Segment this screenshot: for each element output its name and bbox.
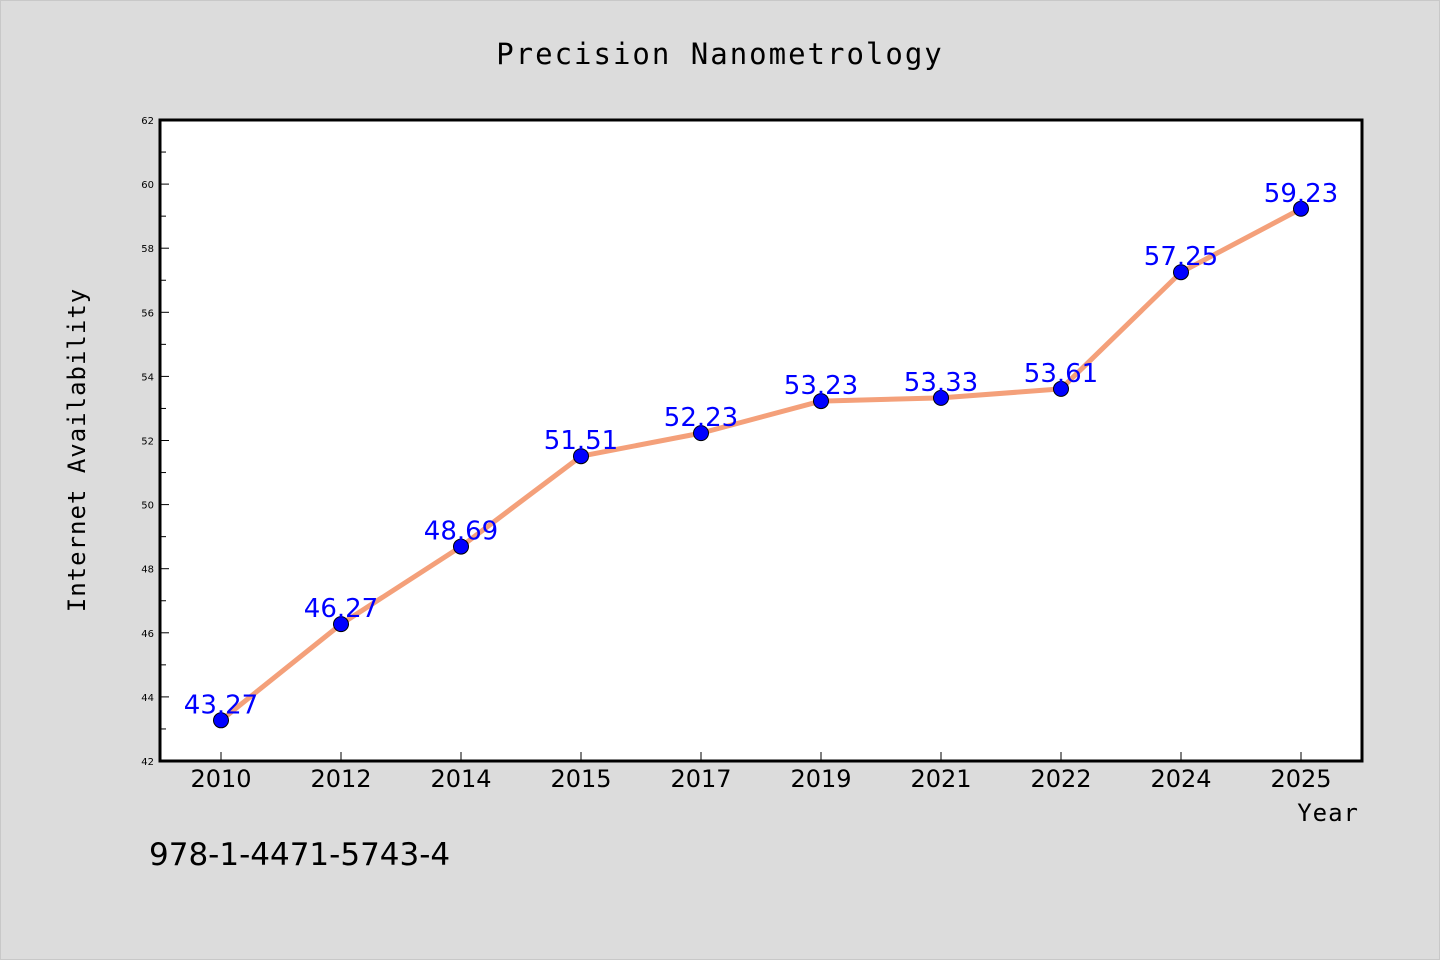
plot-area [158, 118, 1364, 763]
y-tick-label: 44 [141, 693, 154, 704]
x-tick-label: 2024 [1150, 765, 1211, 793]
data-label: 59.23 [1264, 179, 1338, 209]
data-point [1293, 200, 1309, 217]
x-tick-label: 2022 [1030, 765, 1091, 793]
data-point [573, 448, 589, 465]
data-label: 57.25 [1144, 242, 1218, 272]
x-tick-label: 2014 [430, 765, 491, 793]
y-tick-label: 60 [141, 180, 154, 191]
chart-title: Precision Nanometrology [496, 37, 944, 71]
y-axis-ticks: 42 44 46 48 50 52 54 56 58 60 62 [141, 116, 169, 768]
data-point [333, 616, 349, 633]
data-point [1053, 380, 1069, 397]
x-axis-label: Year [1297, 799, 1359, 827]
series-layer: 43.27 46.27 48.69 51.51 52.23 53.23 53.33 53.61… [184, 179, 1338, 729]
data-label: 52.23 [664, 403, 738, 433]
x-tick-label: 2015 [550, 765, 611, 793]
data-label: 53.33 [904, 368, 978, 398]
y-axis-label: Internet Availability [63, 288, 91, 612]
x-tick-label: 2012 [310, 765, 371, 793]
y-tick-label: 48 [141, 565, 154, 576]
data-label: 46.27 [304, 594, 378, 624]
y-tick-label: 50 [141, 501, 154, 512]
data-label: 53.23 [784, 371, 858, 401]
y-tick-label: 62 [141, 116, 154, 127]
data-label: 43.27 [184, 690, 258, 720]
data-point [813, 393, 829, 410]
data-label: 51.51 [544, 426, 618, 456]
y-tick-label: 56 [141, 308, 154, 319]
x-tick-label: 2017 [670, 765, 731, 793]
data-point [933, 389, 949, 406]
x-tick-label: 2021 [910, 765, 971, 793]
y-tick-label: 54 [141, 372, 154, 383]
data-point [693, 425, 709, 442]
series-line [218, 206, 1304, 723]
data-point [213, 712, 229, 729]
data-label: 48.69 [424, 517, 498, 547]
y-tick-label: 42 [141, 757, 154, 768]
isbn-text: 978-1-4471-5743-4 [149, 837, 450, 873]
data-point [1173, 264, 1189, 281]
data-label: 53.61 [1024, 359, 1098, 389]
x-axis-ticks: 2010 2012 2014 2015 2017 2019 2021 2022 2024 2025 [190, 752, 1332, 793]
x-tick-label: 2010 [190, 765, 251, 793]
x-tick-label: 2025 [1270, 765, 1331, 793]
y-tick-label: 46 [141, 629, 154, 640]
y-tick-label: 52 [141, 437, 154, 448]
y-tick-label: 58 [141, 244, 154, 255]
x-tick-label: 2019 [790, 765, 851, 793]
data-point [453, 538, 469, 555]
